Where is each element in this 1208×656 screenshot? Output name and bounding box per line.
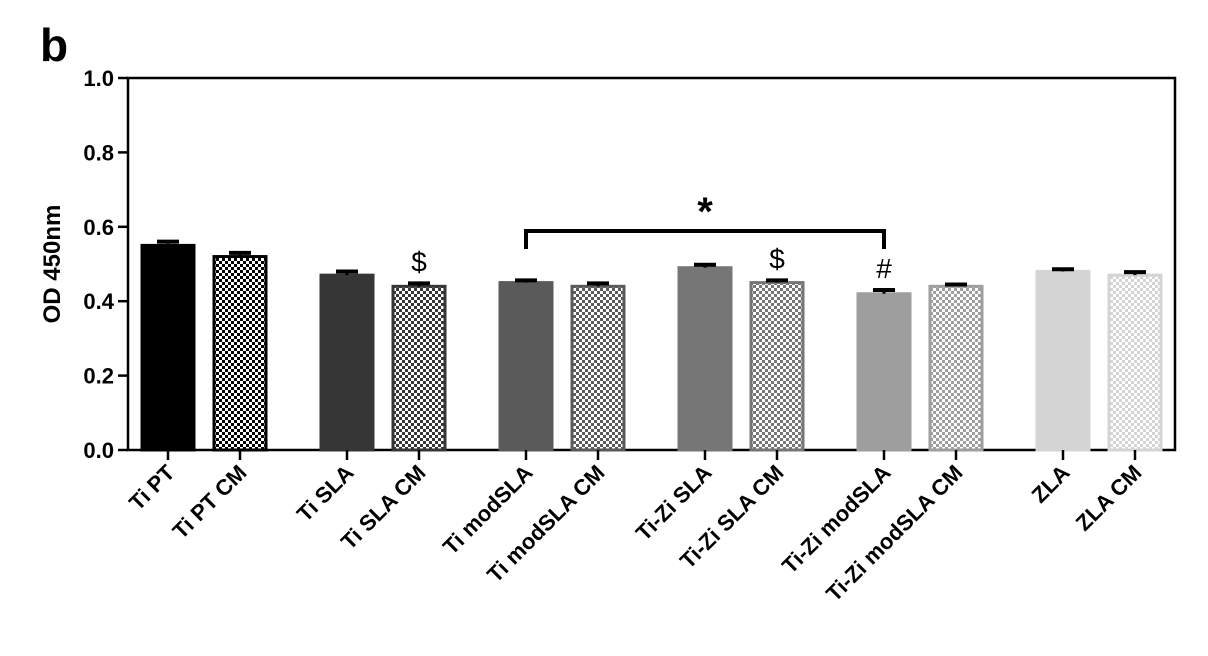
bar (570, 284, 626, 452)
error-bars (157, 239, 1146, 294)
bar (140, 243, 196, 452)
bar (677, 266, 733, 452)
y-tick-label: 0.6 (83, 215, 114, 240)
y-tick-label: 0.8 (83, 140, 114, 165)
bar (212, 255, 268, 452)
bars (140, 243, 1163, 452)
bar (1035, 269, 1091, 452)
y-tick-label: 1.0 (83, 66, 114, 91)
x-tick-label: Ti PT CM (168, 460, 252, 544)
bar (928, 284, 984, 452)
bar (1107, 273, 1163, 452)
x-tick-label: Ti SLA (292, 460, 359, 527)
y-tick-label: 0.0 (83, 438, 114, 463)
bar (319, 273, 375, 452)
y-axis-ticks: 0.0 0.2 0.4 0.6 0.8 1.0 (83, 66, 128, 463)
bar (749, 281, 805, 452)
plot-border (126, 76, 1177, 452)
panel-label: b (40, 19, 69, 71)
bar (856, 292, 912, 452)
comparison-bracket (524, 229, 886, 249)
y-tick-label: 0.2 (83, 364, 114, 389)
y-tick-label: 0.4 (83, 289, 114, 314)
significance-marker: # (876, 253, 892, 284)
significance-marker: $ (411, 246, 427, 277)
x-tick-label: Ti PT (124, 459, 180, 515)
significance-marker: $ (769, 243, 785, 274)
x-tick-label: ZLA CM (1071, 460, 1147, 536)
comparison-star: * (697, 190, 713, 234)
plot-frame (126, 76, 1177, 452)
y-axis-title: OD 450nm (39, 205, 66, 324)
x-tick-label: Ti-Zi modSLA CM (821, 460, 967, 606)
x-tick-label: ZLA (1027, 460, 1075, 508)
annotations: $ $ # * (411, 190, 892, 284)
bar (391, 284, 447, 452)
bar (498, 281, 554, 452)
